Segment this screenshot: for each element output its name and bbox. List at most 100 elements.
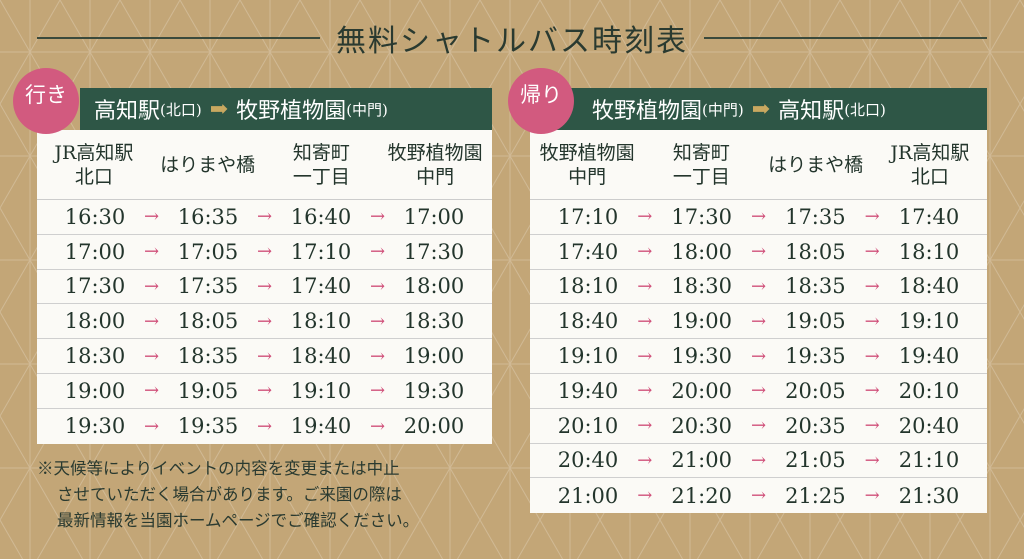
arrow-icon: → [369,206,386,228]
table-row: 21:00 → 21:20 → 21:25 → 21:30 [530,478,987,513]
time-cell: 19:10 [557,344,619,369]
time-cell: 19:30 [64,414,126,439]
arrow-icon: → [637,206,653,228]
arrow-icon: → [369,380,386,402]
time-cell: 20:40 [898,413,960,438]
time-cell: 21:00 [671,448,732,473]
table-row: 17:30 → 17:35 → 17:40 → 18:00 [37,270,492,305]
time-cell: 19:30 [403,378,465,403]
arrow-icon: → [864,345,880,367]
time-cell: 17:40 [898,204,960,229]
arrow-icon: → [637,449,653,471]
time-cell: 19:05 [177,378,239,403]
time-cell: 18:10 [898,239,960,264]
from-stop: 高知駅 [94,99,161,124]
arrow-icon: → [637,415,653,437]
time-cell: 18:30 [64,344,126,369]
time-cell: 18:00 [671,239,732,264]
arrow-icon: → [256,415,273,437]
time-cell: 20:00 [671,378,732,403]
arrow-icon: → [256,310,273,332]
time-cell: 17:30 [403,239,465,264]
table-row: 18:40 → 19:00 → 19:05 → 19:10 [530,304,987,340]
notice: ※天候等によりイベントの内容を変更または中止 させていただく場合があります。ご来… [37,456,419,534]
to-sub: (北口) [844,100,886,119]
time-cell: 19:00 [64,378,126,403]
column-header: 牧野植物園 中門 [539,141,635,188]
notice-line: させていただく場合があります。ご来園の際は [57,485,402,504]
arrow-icon: → [864,449,880,471]
table-row: 18:00 → 18:05 → 18:10 → 18:30 [37,304,492,340]
arrow-icon: ➡ [209,96,229,122]
arrow-icon: → [864,415,880,437]
arrow-icon: → [864,275,880,297]
arrow-icon: → [143,380,160,402]
time-cell: 19:40 [898,344,960,369]
arrow-icon: → [143,345,160,367]
arrow-icon: → [143,241,160,263]
arrow-icon: → [864,241,880,263]
from-sub: (北口) [160,100,202,119]
table-row: 19:00 → 19:05 → 19:10 → 19:30 [37,374,492,409]
from-sub: (中門) [702,100,744,119]
time-cell: 21:05 [785,448,846,473]
arrow-icon: → [369,415,386,437]
column-header: JR高知駅 北口 [890,141,970,188]
time-cell: 19:10 [898,309,960,334]
time-cell: 18:30 [403,309,465,334]
time-cell: 20:30 [671,413,732,438]
arrow-icon: → [750,415,767,437]
time-cell: 18:00 [403,274,465,299]
outbound-route-header: 高知駅 (北口) ➡ 牧野植物園 (中門) [80,88,492,130]
time-cell: 16:30 [64,204,126,229]
column-header: 知寄町 一丁目 [292,141,350,188]
time-cell: 19:35 [177,414,239,439]
time-cell: 17:00 [64,239,126,264]
time-cell: 20:35 [785,413,846,438]
time-cell: 16:40 [290,204,352,229]
arrow-icon: → [637,380,653,402]
arrow-icon: → [143,206,160,228]
time-cell: 20:05 [785,378,846,403]
outbound-badge: 行き [13,68,79,134]
arrow-icon: → [750,275,767,297]
time-cell: 19:05 [785,309,846,334]
return-route-header: 牧野植物園 (中門) ➡ 高知駅 (北口) [530,88,987,130]
arrow-icon: → [750,380,767,402]
table-row: 20:10 → 20:30 → 20:35 → 20:40 [530,409,987,444]
time-cell: 17:35 [785,204,846,229]
table-row: 18:30 → 18:35 → 18:40 → 19:00 [37,339,492,374]
time-cell: 18:30 [671,274,732,299]
table-header: JR高知駅 北口 はりまや橋 知寄町 一丁目 牧野植物園 中門 [37,130,492,200]
table-row: 17:00 → 17:05 → 17:10 → 17:30 [37,235,492,270]
time-cell: 21:30 [898,483,960,508]
time-cell: 17:35 [177,274,239,299]
arrow-icon: → [750,449,767,471]
time-cell: 18:05 [177,309,239,334]
table-row: 19:40 → 20:00 → 20:05 → 20:10 [530,374,987,409]
arrow-icon: → [750,485,767,507]
time-cell: 18:10 [290,309,352,334]
arrow-icon: → [864,485,880,507]
table-row: 16:30 → 16:35 → 16:40 → 17:00 [37,200,492,235]
time-cell: 17:00 [403,204,465,229]
return-table: 牧野植物園 中門 知寄町 一丁目 はりまや橋 JR高知駅 北口 17:10 → 17:30 →… [530,130,987,514]
page-title: 無料シャトルバス時刻表 [336,24,688,59]
arrow-icon: → [637,310,653,332]
outbound-table: JR高知駅 北口 はりまや橋 知寄町 一丁目 牧野植物園 中門 16:30 → 16:35 →… [37,130,492,444]
arrow-icon: → [750,345,767,367]
return-badge: 帰り [508,68,574,134]
time-cell: 18:00 [64,309,126,334]
time-cell: 19:40 [557,378,619,403]
arrow-icon: → [750,206,767,228]
time-cell: 20:10 [898,378,960,403]
time-cell: 17:30 [671,204,732,229]
time-cell: 18:35 [785,274,846,299]
time-cell: 17:10 [290,239,352,264]
arrow-icon: → [864,380,880,402]
time-cell: 20:00 [403,414,465,439]
arrow-icon: → [369,345,386,367]
divider [37,37,320,39]
time-cell: 21:20 [671,483,732,508]
time-cell: 17:05 [177,239,239,264]
